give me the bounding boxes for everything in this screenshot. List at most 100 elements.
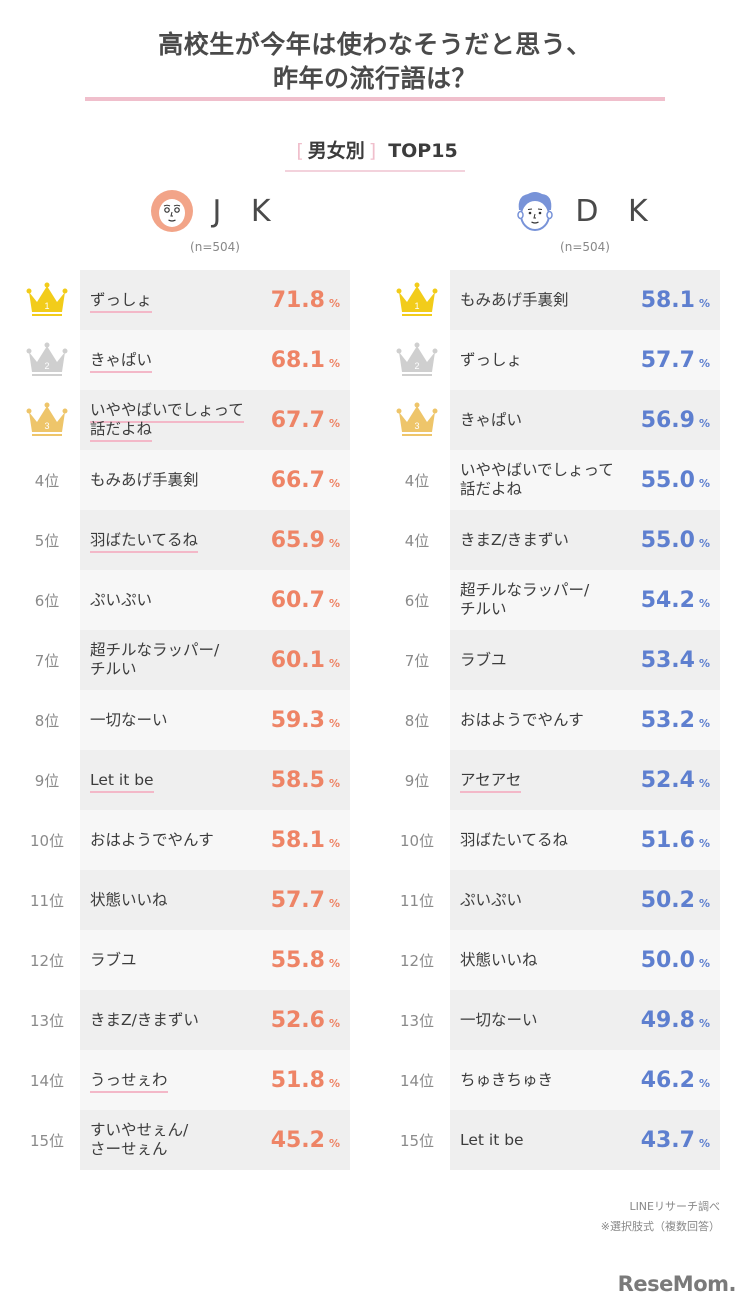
term-cell: うっせぇわ [80, 1070, 260, 1093]
percent-symbol: % [698, 536, 710, 550]
term-text: すいやせぇん/さーせぇん [90, 1121, 189, 1158]
bracket-close: ] [368, 140, 377, 162]
percent-value: 51.8 [270, 1067, 325, 1093]
table-row: 14位 ちゅきちゅき 46.2% [400, 1050, 720, 1110]
svg-text:1: 1 [414, 301, 419, 311]
percent-symbol: % [328, 836, 340, 850]
percent-value: 55.8 [270, 947, 325, 973]
table-row: 1 もみあげ手裏剣 58.1% [396, 270, 720, 330]
percent-cell: 58.5% [271, 750, 340, 810]
percent-symbol: % [328, 716, 340, 730]
percent-symbol: % [698, 1076, 710, 1090]
percent-value: 60.7 [270, 587, 325, 613]
percent-cell: 66.7% [271, 450, 340, 510]
rank-label: 6位 [34, 591, 60, 610]
subtitle-divider [285, 170, 465, 172]
table-row: 6位 ぷいぷい 60.7% [35, 570, 350, 630]
term-text: ラブユ [460, 650, 507, 669]
percent-value: 66.7 [270, 467, 325, 493]
title-line-1: 高校生が今年は使わなそうだと思う、 [158, 30, 592, 59]
term-cell: おはようでやんす [450, 711, 630, 730]
term-cell: もみあげ手裏剣 [450, 291, 630, 310]
term-text: おはようでやんす [460, 710, 584, 729]
table-row: 6位 超チルなラッパー/チルい 54.2% [405, 570, 720, 630]
table-row: 10位 おはようでやんす 58.1% [30, 810, 350, 870]
rank-label: 15位 [29, 1131, 65, 1150]
percent-symbol: % [328, 896, 340, 910]
percent-symbol: % [328, 356, 340, 370]
term-text: ずっしょ [90, 290, 153, 313]
percent-value: 50.2 [640, 887, 695, 913]
percent-symbol: % [698, 776, 710, 790]
percent-cell: 53.2% [641, 690, 710, 750]
rank-label: 9位 [34, 771, 60, 790]
percent-cell: 56.9% [641, 390, 710, 450]
term-text: 羽ばたいてるね [90, 530, 199, 553]
percent-symbol: % [328, 656, 340, 670]
table-row: 10位 羽ばたいてるね 51.6% [400, 810, 720, 870]
rank-label: 10位 [399, 831, 435, 850]
percent-symbol: % [328, 1076, 340, 1090]
rank-label: 14位 [29, 1071, 65, 1090]
percent-value: 53.4 [640, 647, 695, 673]
percent-symbol: % [328, 416, 340, 430]
term-cell: Let it be [450, 1131, 630, 1150]
term-text: Let it be [90, 770, 154, 793]
term-cell: 超チルなラッパー/チルい [80, 641, 260, 679]
term-text: ラブユ [90, 950, 137, 969]
term-cell: アセアセ [450, 770, 630, 793]
table-row: 12位 状態いいね 50.0% [400, 930, 720, 990]
term-cell: きゃぱい [80, 350, 260, 373]
table-row: 11位 ぷいぷい 50.2% [400, 870, 720, 930]
term-cell: ぷいぷい [450, 891, 630, 910]
term-cell: ラブユ [450, 651, 630, 670]
gold-crown-icon: 1 [390, 270, 444, 330]
percent-cell: 50.2% [641, 870, 710, 930]
term-text: もみあげ手裏剣 [90, 470, 199, 489]
percent-symbol: % [698, 716, 710, 730]
svg-text:3: 3 [414, 421, 419, 431]
term-cell: もみあげ手裏剣 [80, 471, 260, 490]
term-cell: すいやせぇん/さーせぇん [80, 1121, 260, 1159]
table-row: 7位 超チルなラッパー/チルい 60.1% [35, 630, 350, 690]
term-text: ちゅきちゅき [460, 1070, 554, 1089]
term-cell: おはようでやんす [80, 831, 260, 850]
table-row: 11位 状態いいね 57.7% [30, 870, 350, 930]
svg-text:2: 2 [44, 361, 49, 371]
jk-label: J K [212, 193, 281, 229]
percent-symbol: % [328, 1136, 340, 1150]
gold-crown-icon: 1 [20, 270, 74, 330]
term-cell: 羽ばたいてるね [450, 831, 630, 850]
percent-value: 50.0 [640, 947, 695, 973]
table-row: 2 きゃぱい 68.1% [26, 330, 350, 390]
rank-label: 4位 [404, 471, 430, 490]
term-text: アセアセ [460, 770, 522, 793]
dk-label: D K [575, 193, 658, 229]
rank-label: 8位 [404, 711, 430, 730]
table-row: 3 きゃぱい 56.9% [396, 390, 720, 450]
table-row: 1 ずっしょ 71.8% [26, 270, 350, 330]
term-text: Let it be [460, 1130, 524, 1149]
subtitle-top: TOP15 [388, 140, 458, 162]
rank-label: 7位 [404, 651, 430, 670]
term-cell: いややばいでしょって 話だよね [80, 401, 260, 442]
jk-ranking-table: 1 ずっしょ 71.8% 2 きゃぱい 68.1% 3 いややばいでしょって 話だよね 67.7%… [26, 270, 350, 1170]
percent-symbol: % [698, 296, 710, 310]
rank-label: 10位 [29, 831, 65, 850]
percent-cell: 67.7% [271, 390, 340, 450]
term-text: 超チルなラッパー/チルい [90, 641, 220, 678]
percent-value: 46.2 [640, 1067, 695, 1093]
percent-value: 58.1 [640, 287, 695, 313]
rank-label: 13位 [29, 1011, 65, 1030]
title-line-2: 昨年の流行語は？ [272, 64, 477, 93]
term-text: おはようでやんす [90, 830, 214, 849]
term-text: うっせぇわ [90, 1070, 168, 1093]
term-text: 状態いいね [460, 950, 538, 969]
bronze-crown-icon: 3 [390, 390, 444, 450]
dk-sample-size: (n=504) [560, 240, 610, 254]
percent-cell: 55.8% [271, 930, 340, 990]
boy-face-icon [517, 192, 554, 231]
percent-symbol: % [698, 1016, 710, 1030]
rank-label: 14位 [399, 1071, 435, 1090]
rank-label: 4位 [34, 471, 60, 490]
